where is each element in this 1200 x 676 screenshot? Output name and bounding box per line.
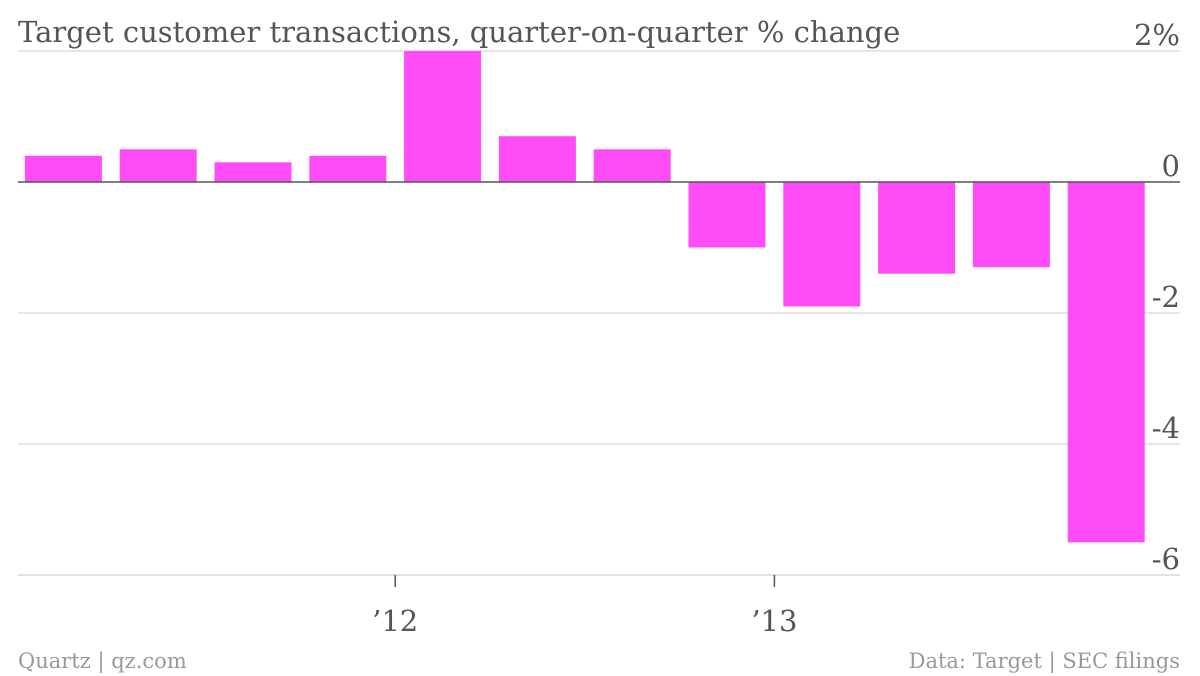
credit-label: Quartz | qz.com [18, 649, 187, 674]
chart-title: Target customer transactions, quarter-on… [18, 15, 900, 49]
bar [783, 182, 861, 307]
bar [24, 155, 102, 182]
bar [498, 136, 576, 182]
x-tick-label: ’12 [372, 604, 418, 638]
bar [119, 149, 197, 183]
bar [878, 182, 956, 274]
y-tick-label: 2% [1134, 18, 1180, 52]
source-label: Data: Target | SEC filings [909, 649, 1180, 674]
y-tick-label: -2 [1152, 280, 1180, 314]
bar [972, 182, 1050, 268]
x-tick-labels: ’12 ’13 [372, 604, 797, 638]
bar [688, 182, 766, 248]
bar [593, 149, 671, 183]
bar [1067, 182, 1145, 543]
y-tick-label: -4 [1152, 411, 1180, 445]
bar [404, 51, 482, 182]
y-tick-labels: 2% 0 -2 -4 -6 [1134, 18, 1180, 576]
y-tick-label: -6 [1152, 542, 1180, 576]
x-tick-label: ’13 [751, 604, 797, 638]
gridlines [18, 50, 1180, 576]
axes [18, 181, 1180, 587]
bar [309, 155, 387, 182]
bar [214, 162, 292, 182]
bars [24, 51, 1145, 543]
y-tick-label: 0 [1162, 149, 1180, 183]
